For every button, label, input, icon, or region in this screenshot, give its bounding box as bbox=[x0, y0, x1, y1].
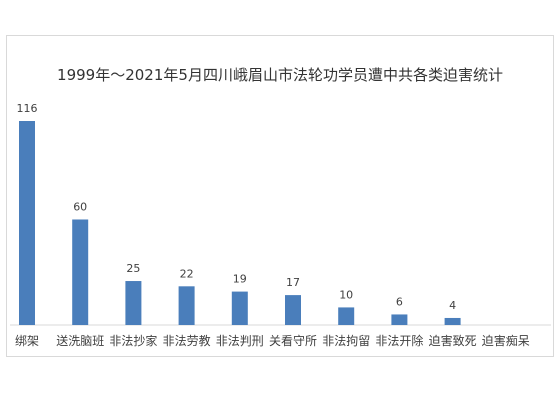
data-label: 25 bbox=[126, 262, 140, 275]
category-label: 关看守所 bbox=[269, 334, 317, 348]
category-label: 非法开除 bbox=[375, 333, 423, 348]
data-label: 17 bbox=[286, 276, 300, 289]
category-labels: 绑架 送洗脑班 非法抄家 非法劳教 非法判刑 关看守所 非法拘留 非法开除 迫害致死 迫害痴呆 bbox=[15, 333, 530, 348]
data-label: 6 bbox=[396, 295, 403, 308]
category-label: 非法劳教 bbox=[163, 333, 211, 348]
bar bbox=[19, 121, 35, 325]
data-label: 116 bbox=[17, 102, 38, 115]
bar bbox=[125, 281, 142, 325]
data-label: 4 bbox=[449, 299, 456, 312]
data-label: 19 bbox=[233, 273, 247, 286]
data-label: 60 bbox=[73, 200, 87, 213]
bar bbox=[72, 219, 89, 325]
category-label: 绑架 bbox=[15, 334, 39, 348]
data-label: 10 bbox=[339, 288, 353, 301]
chart-frame bbox=[6, 35, 554, 357]
bars bbox=[19, 121, 461, 325]
value-labels: 116 60 25 22 19 17 10 6 4 bbox=[17, 102, 457, 312]
bar bbox=[391, 314, 408, 325]
bar bbox=[338, 307, 355, 325]
chart-title: 1999年～2021年5月四川峨眉山市法轮功学员遭中共各类迫害统计 bbox=[57, 66, 503, 84]
bar bbox=[444, 317, 461, 325]
bar bbox=[178, 286, 195, 325]
category-label: 迫害致死 bbox=[429, 333, 477, 348]
category-label: 非法判刑 bbox=[216, 334, 264, 348]
category-label: 送洗脑班 bbox=[56, 333, 104, 348]
category-label: 迫害痴呆 bbox=[482, 333, 530, 348]
bar bbox=[285, 295, 301, 325]
category-label: 非法拘留 bbox=[322, 334, 370, 348]
bar bbox=[231, 291, 248, 325]
data-label: 22 bbox=[180, 267, 194, 280]
category-label: 非法抄家 bbox=[109, 333, 157, 348]
